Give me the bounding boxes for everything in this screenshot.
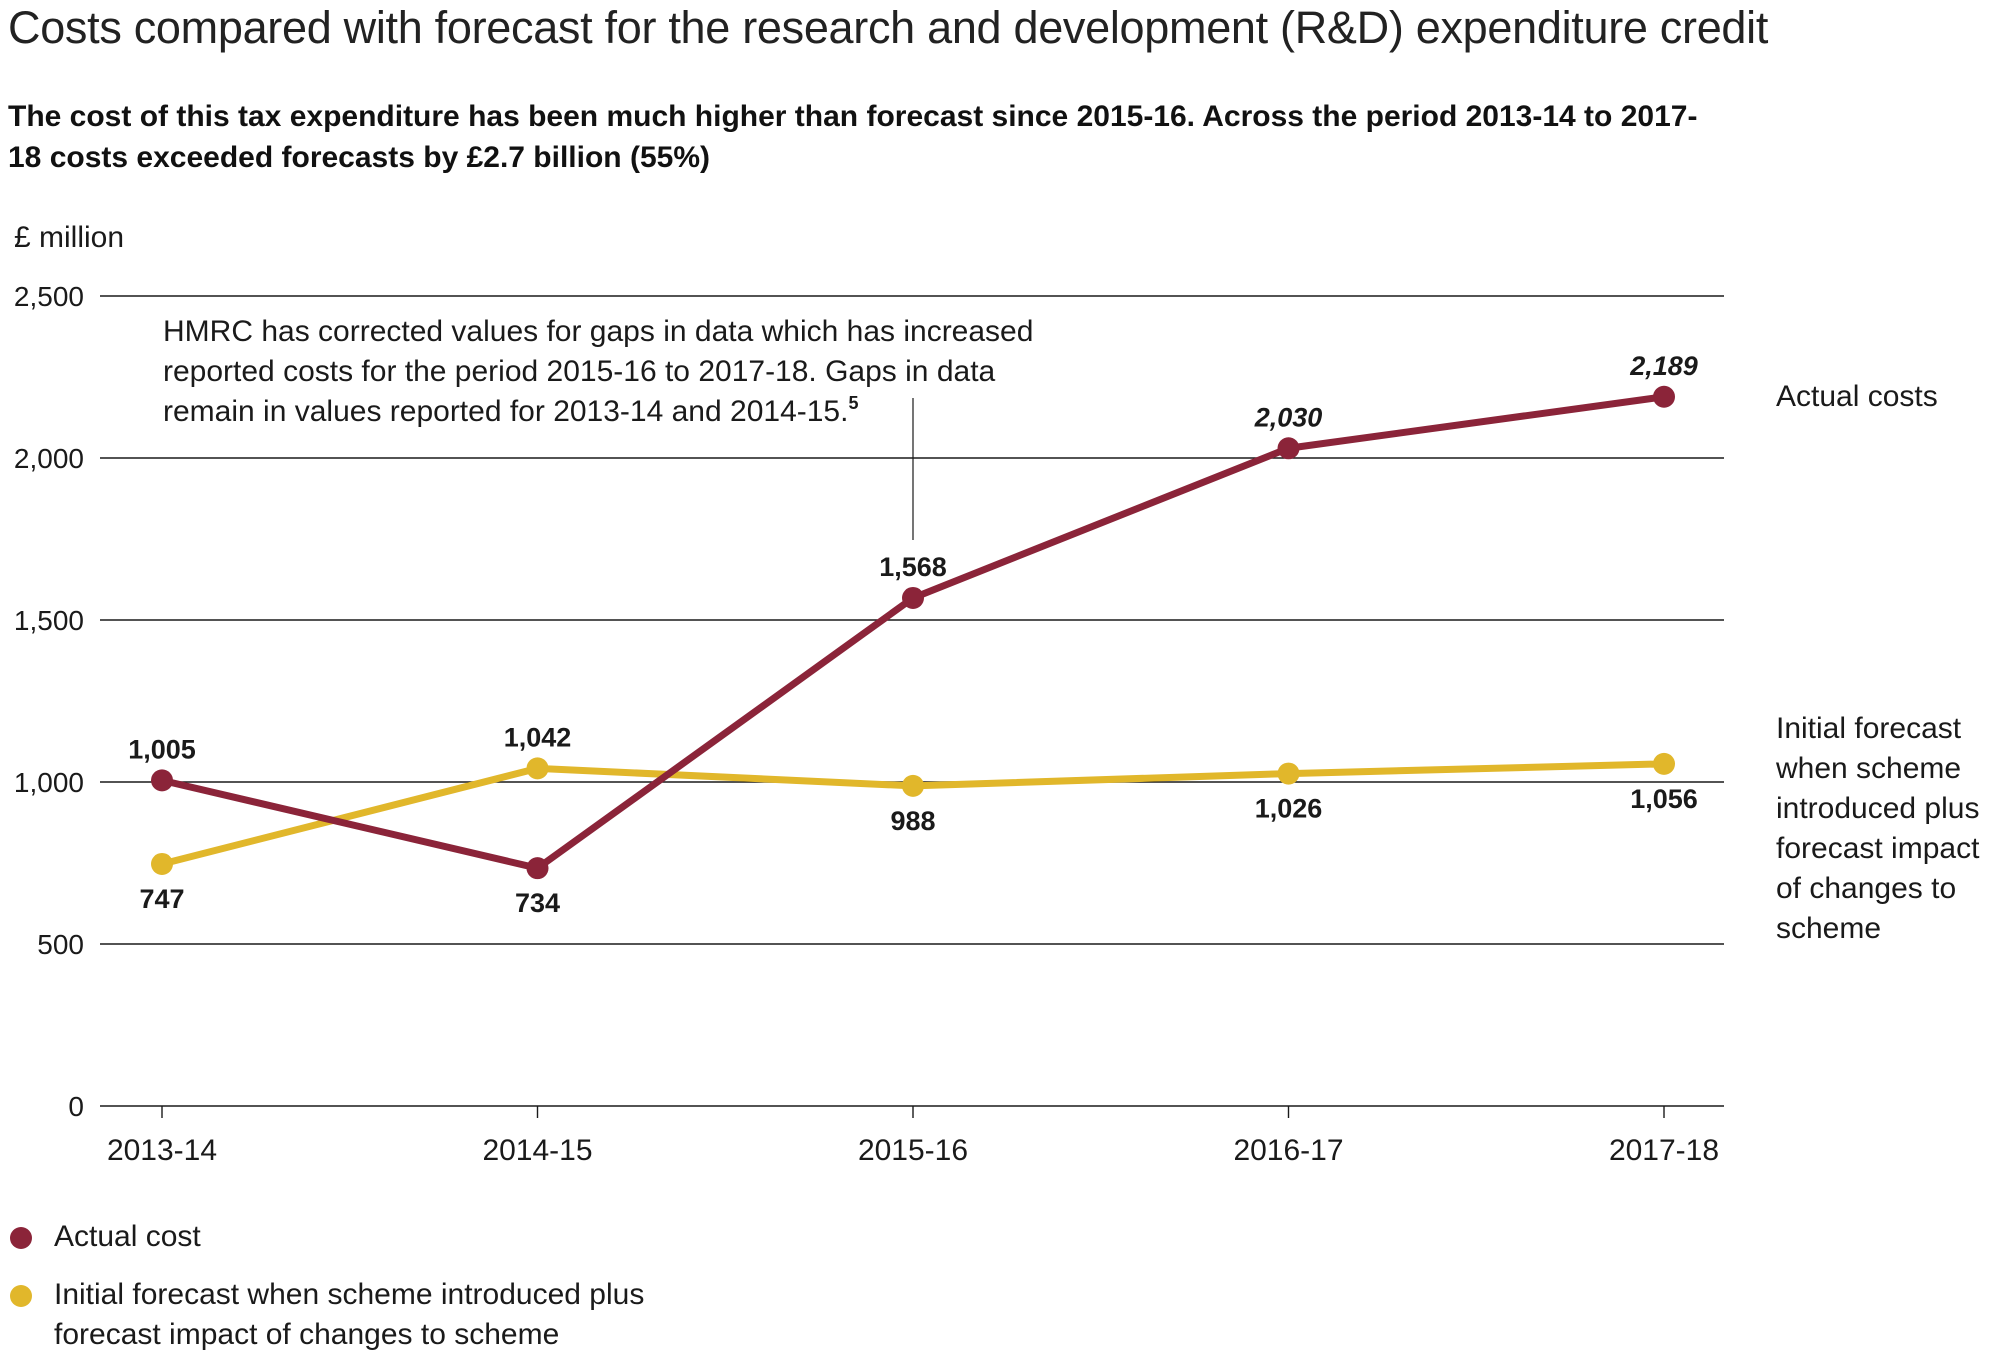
data-point-actual-cost <box>151 769 173 792</box>
data-label-actual-cost: 734 <box>515 888 560 918</box>
data-label-initial-forecast: 747 <box>139 884 184 914</box>
series-end-label-initial-forecast: introduced plus <box>1776 792 1979 825</box>
series-end-label-initial-forecast: when scheme <box>1775 752 1961 785</box>
gridlines <box>100 295 1724 1107</box>
series <box>151 385 1675 880</box>
y-tick-label: 500 <box>37 929 84 960</box>
legend-label-initial-forecast: Initial forecast when scheme introduced … <box>54 1278 645 1351</box>
y-tick-label: 1,500 <box>14 605 84 636</box>
x-tick-label: 2017-18 <box>1609 1134 1719 1167</box>
y-tick-label: 1,000 <box>14 767 84 798</box>
data-point-actual-cost <box>902 586 924 609</box>
series-end-label-initial-forecast: scheme <box>1776 912 1881 945</box>
data-point-actual-cost <box>526 857 549 880</box>
data-label-initial-forecast: 988 <box>890 806 935 836</box>
y-tick-label: 0 <box>68 1091 84 1122</box>
series-end-label-initial-forecast: forecast impact <box>1776 832 1980 865</box>
data-point-initial-forecast <box>1653 752 1675 775</box>
data-label-initial-forecast: 1,026 <box>1255 794 1323 824</box>
data-point-initial-forecast <box>902 774 924 797</box>
chart-title: Costs compared with forecast for the res… <box>8 2 1769 53</box>
annotation-footnote-marker: 5 <box>848 393 858 413</box>
x-tick-label: 2013-14 <box>107 1134 217 1167</box>
annotation-text-line: HMRC has corrected values for gaps in da… <box>163 315 1033 348</box>
series-end-label-initial-forecast: of changes to <box>1776 872 1956 905</box>
data-point-initial-forecast <box>1277 762 1300 785</box>
x-tick-label: 2015-16 <box>858 1134 968 1167</box>
chart-subtitle: The cost of this tax expenditure has bee… <box>8 100 1698 174</box>
x-tick-label: 2016-17 <box>1233 1134 1343 1167</box>
data-label-actual-cost: 2,189 <box>1629 351 1698 381</box>
legend-marker-actual-cost <box>10 1227 32 1249</box>
series-end-label-actual-costs: Actual costs <box>1776 380 1938 413</box>
legend-item-actual-cost: Actual cost <box>10 1217 694 1257</box>
legend-marker-initial-forecast <box>10 1285 32 1307</box>
data-point-actual-cost <box>1653 385 1675 408</box>
data-label-actual-cost: 1,005 <box>128 734 196 764</box>
legend-label-actual-cost: Actual cost <box>54 1220 201 1253</box>
annotation-text-line: remain in values reported for 2013-14 an… <box>163 393 858 428</box>
data-labels: 747 1,042 988 1,026 1,056 1,005 734 1,568 2,030 2… <box>128 351 1980 945</box>
data-label-initial-forecast: 1,056 <box>1630 784 1698 814</box>
data-label-actual-cost: 2,030 <box>1254 402 1323 432</box>
annotation-text-line: reported costs for the period 2015-16 to… <box>163 355 996 388</box>
y-tick-label: 2,500 <box>14 281 84 312</box>
y-axis-label: £ million <box>14 221 124 254</box>
data-point-actual-cost <box>1277 437 1300 460</box>
data-point-initial-forecast <box>151 852 173 875</box>
data-label-initial-forecast: 1,042 <box>504 722 572 752</box>
legend-item-initial-forecast: Initial forecast when scheme introduced … <box>10 1275 694 1355</box>
data-label-actual-cost: 1,568 <box>879 552 947 582</box>
x-tick-label: 2014-15 <box>482 1134 592 1167</box>
data-point-initial-forecast <box>526 757 549 780</box>
annotation: HMRC has corrected values for gaps in da… <box>163 315 1033 540</box>
y-tick-label: 2,000 <box>14 443 84 474</box>
series-end-label-initial-forecast: Initial forecast <box>1776 712 1962 745</box>
axes: 0 500 1,000 1,500 2,000 2,500 2013-14 2014-15 20… <box>14 281 1719 1167</box>
